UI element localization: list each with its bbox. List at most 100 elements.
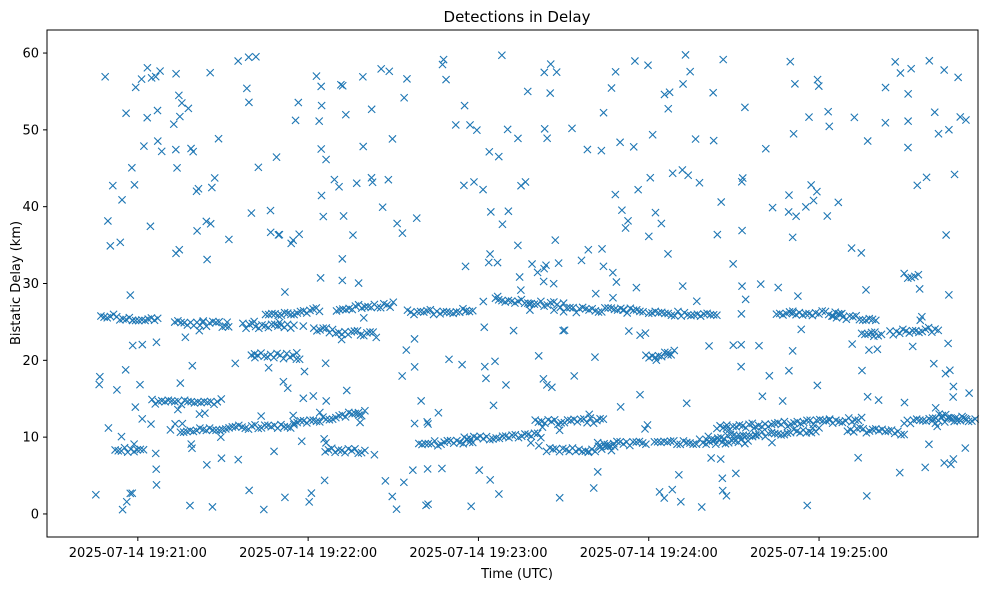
data-point — [855, 315, 864, 324]
data-point — [803, 501, 812, 510]
data-point — [670, 311, 679, 320]
data-point — [705, 341, 714, 350]
data-point — [934, 326, 943, 335]
data-point — [867, 328, 876, 337]
data-point — [632, 438, 641, 447]
data-point — [211, 318, 220, 327]
data-point — [599, 108, 608, 117]
data-point — [445, 355, 453, 364]
data-point — [171, 419, 180, 428]
data-point — [697, 503, 706, 512]
data-point — [296, 416, 305, 425]
data-point — [279, 377, 288, 386]
data-point — [442, 75, 451, 84]
data-point — [353, 326, 362, 335]
data-point — [315, 417, 324, 426]
data-point — [486, 250, 495, 259]
data-point — [434, 408, 443, 417]
data-point — [536, 297, 545, 306]
data-point — [858, 315, 867, 324]
data-point — [732, 432, 741, 441]
data-point — [660, 90, 669, 99]
data-point — [600, 439, 609, 448]
data-point — [108, 181, 117, 190]
data-point — [961, 116, 970, 125]
data-point — [151, 72, 160, 81]
data-point — [949, 454, 958, 463]
data-point — [868, 425, 877, 434]
data-point — [136, 445, 145, 454]
data-point — [266, 228, 275, 237]
data-point — [480, 323, 489, 332]
data-point — [337, 335, 346, 344]
data-point — [550, 415, 559, 424]
data-point — [179, 428, 188, 437]
data-point — [805, 113, 813, 122]
data-point — [731, 469, 740, 478]
data-point — [881, 118, 890, 127]
data-point — [203, 255, 212, 264]
data-point — [485, 147, 494, 156]
data-point — [862, 491, 871, 500]
data-point — [176, 379, 185, 388]
data-point — [439, 55, 448, 64]
data-point — [101, 72, 110, 81]
data-point — [131, 316, 140, 325]
data-point — [354, 411, 363, 420]
data-point — [780, 417, 789, 426]
data-point — [213, 397, 222, 406]
data-point — [460, 101, 469, 110]
data-point — [709, 310, 718, 319]
data-point — [814, 82, 823, 91]
data-point — [604, 304, 613, 313]
data-point — [257, 412, 266, 421]
data-point — [156, 67, 165, 76]
data-point — [174, 91, 183, 100]
data-point — [908, 326, 917, 335]
data-point — [900, 430, 909, 439]
data-point — [381, 476, 390, 485]
data-point — [552, 68, 561, 77]
data-point — [881, 83, 890, 92]
data-point — [513, 241, 522, 250]
data-point — [203, 398, 212, 407]
data-point — [127, 163, 136, 172]
data-point — [247, 209, 256, 218]
data-point — [106, 241, 115, 250]
data-point — [426, 305, 435, 314]
y-axis: 0 10 20 30 40 50 60 — [22, 47, 47, 522]
data-point — [280, 308, 289, 317]
data-point — [275, 318, 284, 327]
data-point — [250, 317, 259, 326]
data-point — [369, 328, 378, 337]
data-point — [709, 136, 718, 145]
data-point — [862, 285, 870, 294]
data-point — [348, 409, 356, 418]
data-point — [786, 57, 795, 66]
data-point — [128, 341, 137, 350]
data-point — [925, 56, 934, 65]
data-point — [722, 491, 731, 500]
data-point — [624, 327, 633, 336]
data-point — [568, 124, 576, 133]
data-point — [410, 419, 419, 428]
data-point — [238, 319, 247, 328]
data-point — [542, 380, 551, 389]
data-point — [317, 101, 326, 110]
data-point — [570, 415, 579, 424]
data-point — [655, 487, 664, 496]
data-point — [95, 372, 104, 381]
data-point — [244, 53, 253, 62]
data-point — [423, 464, 432, 473]
data-point — [138, 414, 147, 423]
data-point — [713, 230, 722, 239]
data-point — [682, 399, 691, 408]
data-point — [598, 244, 607, 253]
data-point — [153, 106, 162, 115]
data-point — [934, 129, 943, 138]
data-point — [126, 489, 135, 498]
data-point — [299, 322, 308, 331]
data-point — [214, 134, 223, 143]
data-point — [812, 187, 821, 196]
data-point — [501, 380, 510, 389]
